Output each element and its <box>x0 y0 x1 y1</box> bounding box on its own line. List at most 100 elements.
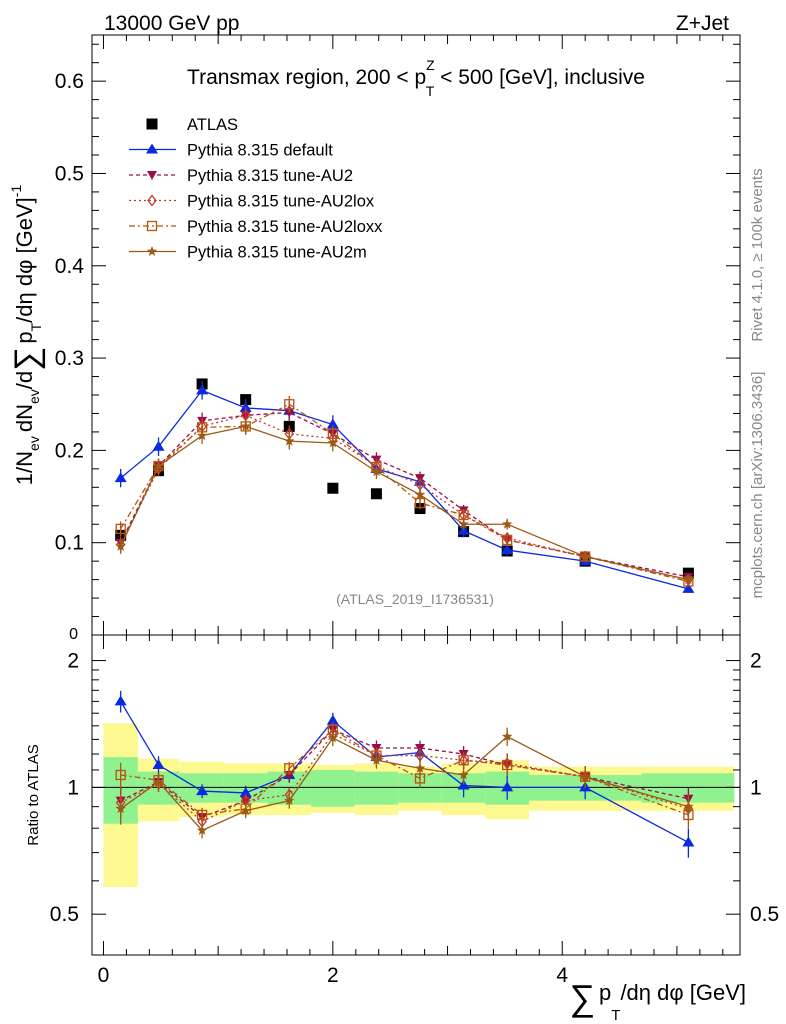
ratio-point <box>327 732 339 743</box>
y-title-rest: /d <box>12 371 37 389</box>
y-tick-label: 0.1 <box>55 532 84 555</box>
x-title-p: p <box>599 980 611 1005</box>
series-ratio <box>114 690 695 858</box>
analysis-watermark: (ATLAS_2019_I1736531) <box>336 591 494 607</box>
y-tick-label: 0.5 <box>55 162 84 185</box>
legend-label: Pythia 8.315 default <box>187 142 333 160</box>
mcplots-label: mcplots.cern.ch [arXiv:1306.3436] <box>749 372 766 599</box>
data-point <box>370 488 382 500</box>
header-left: 13000 GeV pp <box>104 12 239 35</box>
data-point <box>196 384 209 395</box>
ratio-band-green <box>354 771 399 805</box>
ratio-point <box>414 762 426 773</box>
x-axis-title: ∑ pT/dη dφ [GeV] <box>569 977 746 1024</box>
data-point <box>682 582 695 593</box>
ratio-point <box>502 759 513 771</box>
data-point <box>458 518 469 529</box>
data-point <box>284 399 295 410</box>
ratio-point <box>114 695 127 706</box>
legend-label: Pythia 8.315 tune-AU2m <box>187 244 367 262</box>
chart-title-sub: T <box>426 83 435 99</box>
chart-title-tail: < 500 [GeV], inclusive <box>434 66 645 89</box>
y-title-sub-ev: ev <box>26 436 42 451</box>
legend-marker <box>147 171 157 180</box>
x-title-p-sub: T <box>611 1007 620 1024</box>
series-4 <box>115 395 694 587</box>
ratio-point <box>239 786 252 797</box>
axis-ticks: 0 2 4 0.1 0.2 0.3 0.4 0.5 0.6 0 0.5 0.5 1 1 2 2 <box>50 35 779 987</box>
data-point <box>239 401 252 412</box>
ratio-point <box>153 776 164 787</box>
ratio-y-axis-title: Ratio to ATLAS <box>25 744 42 845</box>
x-tick-label: 2 <box>327 964 339 987</box>
y-tick-label: 0.3 <box>55 347 84 370</box>
legend-label: Pythia 8.315 tune-AU2loxx <box>187 218 383 236</box>
ratio-point <box>115 803 126 814</box>
data-point <box>284 408 295 418</box>
ratio-point <box>683 801 694 812</box>
y-title-dn: dN <box>12 404 37 432</box>
ratio-point <box>458 769 469 780</box>
data-point <box>327 482 339 494</box>
data-point <box>501 518 513 529</box>
ratio-point <box>501 781 514 792</box>
ratio-tick-label-left: 1 <box>67 776 79 799</box>
mcplots-label-group: mcplots.cern.ch [arXiv:1306.3436] <box>749 372 766 599</box>
series-5 <box>115 418 694 585</box>
ratio-tick-label-left: 2 <box>67 650 79 673</box>
ratio-tick-label-right: 1 <box>750 776 762 799</box>
chart-title-sup: Z <box>426 57 435 73</box>
data-point <box>683 574 694 585</box>
y-title-tail: /dη dφ [GeV] <box>12 197 37 323</box>
rivet-label: Rivet 4.1.0, ≥ 100k events <box>749 168 766 341</box>
legend-marker <box>146 220 158 232</box>
x-tick-label: 4 <box>556 964 568 987</box>
y-axis-title-text: 1/NevdNev/d∑pT/dη dφ [GeV]-1 <box>8 185 46 486</box>
ratio-point <box>240 805 251 816</box>
x-title-tail: /dη dφ [GeV] <box>620 980 746 1005</box>
legend-marker <box>146 143 158 154</box>
y-tick-label: 0.6 <box>55 70 84 93</box>
legend-marker <box>146 246 158 256</box>
ratio-frame <box>91 634 741 956</box>
legend-label: Pythia 8.315 tune-AU2 <box>187 167 353 185</box>
ratio-tick-label-right: 2 <box>750 650 762 673</box>
ratio-line <box>120 733 689 823</box>
legend-marker <box>146 118 158 130</box>
data-point <box>115 540 126 551</box>
ratio-point <box>682 836 695 847</box>
data-point <box>579 551 591 561</box>
legend-marker <box>147 194 157 207</box>
header-right: Z+Jet <box>676 12 729 35</box>
series-line <box>120 411 689 578</box>
y-title-exp: -1 <box>8 185 24 198</box>
chart-title: Transmax region, 200 < pZ T < 500 [GeV], … <box>187 57 645 99</box>
legend: ATLAS Pythia 8.315 default Pythia 8.315 tu… <box>129 116 383 262</box>
legend-label: ATLAS <box>187 116 238 134</box>
y-tick-label: 0.4 <box>55 255 85 278</box>
ratio-point <box>196 785 209 796</box>
data-point <box>240 420 251 431</box>
ratio-line <box>120 729 689 818</box>
x-title-sum: ∑ <box>569 977 595 1018</box>
data-point <box>502 534 513 546</box>
ratio-point <box>579 771 591 782</box>
y-tick-label-zero: 0 <box>69 626 78 643</box>
series-0 <box>115 378 694 579</box>
data-point <box>152 440 165 451</box>
ratio-point <box>501 731 513 741</box>
data-point <box>501 544 514 555</box>
series-line <box>120 403 689 583</box>
ratio-point <box>371 754 382 765</box>
data-point <box>114 472 127 483</box>
y-title-1n: 1/N <box>12 451 37 485</box>
ratio-point <box>457 779 470 790</box>
y-axis-title: 1/NevdNev/d∑pT/dη dφ [GeV]-1 <box>8 185 46 486</box>
data-point <box>153 460 164 471</box>
data-point <box>284 435 295 446</box>
series-main <box>114 378 695 593</box>
legend-label: Pythia 8.315 tune-AU2lox <box>187 193 375 211</box>
ratio-point <box>326 714 339 725</box>
ratio-band-green <box>311 769 355 807</box>
ratio-tick-label-right: 0.5 <box>750 903 779 926</box>
